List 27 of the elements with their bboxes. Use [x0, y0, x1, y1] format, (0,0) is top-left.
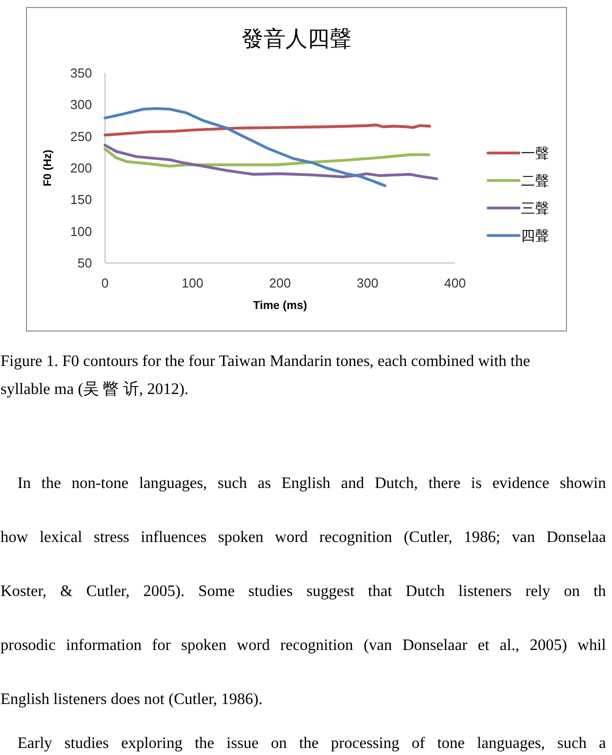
x-tick-label: 0: [101, 276, 109, 290]
annotation: English listeners does not (Cutler, 1986).: [0, 691, 262, 708]
legend-label: 三聲: [521, 200, 549, 216]
annotation: Early studies exploring the issue on the processing of tone languages, such a: [18, 735, 606, 752]
x-axis-title: Time (ms): [252, 300, 308, 312]
y-axis-title: F0 (Hz): [42, 150, 54, 186]
y-tick-label: 300: [70, 97, 92, 112]
y-tick-label: 100: [70, 224, 92, 239]
annotation: prosodic information for spoken word recognition (van Donselaar et al., 2005) whil: [0, 637, 606, 654]
x-tick-label: 400: [444, 276, 466, 290]
legend-label: 一聲: [521, 145, 549, 161]
legend-label: 四聲: [521, 228, 549, 244]
annotation: In the non-tone languages, such as English and Dutch, there is evidence showin: [18, 475, 606, 492]
y-tick-label: 200: [70, 160, 92, 176]
y-tick-label: 150: [70, 192, 92, 208]
annotation: how lexical stress influences spoken word recognition (Cutler, 1986; van Donselaa: [0, 529, 606, 546]
annotation: Koster, & Cutler, 2005). Some studies suggest that Dutch listeners rely on th: [0, 583, 606, 600]
x-tick-label: 100: [182, 276, 204, 290]
annotation: syllable ma (吴 瞥 䜣, 2012).: [0, 381, 188, 398]
y-tick-label: 350: [70, 66, 92, 80]
legend-label: 二聲: [521, 172, 549, 188]
x-tick-label: 300: [356, 276, 378, 290]
y-tick-label: 250: [70, 128, 92, 144]
title: 發音人四聲: [242, 26, 352, 51]
y-tick-label: 50: [78, 256, 92, 270]
x-tick-label: 200: [269, 276, 291, 290]
annotation: Figure 1. F0 contours for the four Taiwan Mandarin tones, each combined with the: [0, 353, 530, 370]
